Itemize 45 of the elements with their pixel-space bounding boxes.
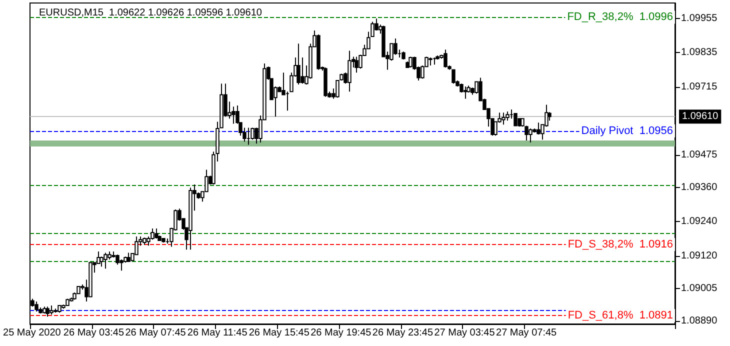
candlestick (154, 228, 158, 239)
candlestick (104, 252, 108, 270)
y-tick-label: 1.09005 (681, 282, 718, 294)
ref-line-label: Daily Pivot 1.0956 (581, 124, 673, 137)
y-tick-label: 1.08890 (681, 316, 718, 327)
candlestick (348, 50, 352, 92)
candlestick (444, 49, 448, 68)
x-tick-label: 26 May 19:45 (310, 328, 372, 338)
candlestick (408, 56, 412, 68)
y-tick-label: 1.09360 (681, 182, 718, 194)
x-tick-label: 27 May 07:45 (496, 328, 558, 338)
y-tick-label: 1.09835 (681, 47, 718, 58)
candlestick (300, 57, 304, 84)
candlestick (514, 113, 518, 126)
x-tick-label: 27 May 03:45 (434, 328, 496, 338)
chart-title: EURUSD,M15 1.09622 1.09626 1.09596 1.09610 (39, 8, 262, 18)
y-tick-label: 1.09715 (681, 81, 718, 92)
y-tick-label: 1.09240 (681, 216, 718, 228)
ref-line-label: FD_S_38,2% 1.0916 (568, 238, 673, 250)
x-tick-label: 26 May 07:45 (125, 328, 186, 338)
ref-line-label: FD_S_61,8% 1.0891 (568, 309, 673, 322)
ref-line-label: FD_R_38,2% 1.0996 (567, 11, 673, 24)
ref-line-label: 1.09610 (682, 111, 719, 122)
candlestick (100, 256, 104, 268)
candlestick (528, 128, 532, 143)
y-tick-label: 1.09120 (681, 250, 718, 262)
y-tick-label: 1.09955 (681, 13, 718, 24)
x-tick-label: 26 May 03:45 (63, 328, 124, 338)
y-tick-label: 1.09475 (681, 149, 718, 160)
candlestick (354, 56, 358, 74)
candlestick (502, 112, 506, 126)
candlestick (96, 251, 100, 264)
candlestick (452, 69, 456, 84)
x-tick-label: 26 May 11:45 (187, 328, 248, 338)
x-tick-label: 25 May 2020 (3, 328, 62, 338)
candlestick (50, 305, 54, 316)
candlestick (506, 111, 510, 122)
candlestick (296, 43, 300, 86)
candlestick (46, 306, 50, 318)
x-tick-label: 26 May 15:45 (248, 328, 310, 338)
x-tick-label: 26 May 23:45 (372, 328, 434, 338)
candlestick (536, 122, 540, 136)
candlestick (120, 259, 124, 272)
candlestick (370, 21, 374, 38)
candlestick (34, 301, 38, 312)
